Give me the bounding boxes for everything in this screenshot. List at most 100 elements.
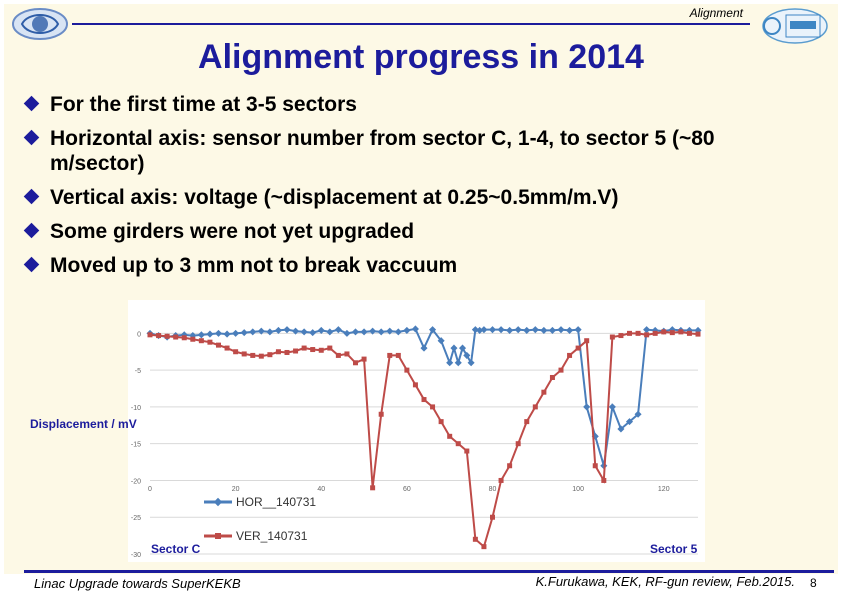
data-point-hor	[454, 359, 462, 367]
data-point-ver	[438, 419, 444, 425]
footer-right-text: K.Furukawa, KEK, RF-gun review, Feb.2015…	[535, 574, 795, 589]
bullet-item: Horizontal axis: sensor number from sect…	[23, 126, 804, 176]
data-point-ver	[310, 347, 316, 353]
kek-logo	[12, 8, 68, 40]
data-point-hor	[343, 329, 351, 337]
data-point-hor	[467, 359, 475, 367]
data-point-ver	[609, 334, 615, 340]
data-point-hor	[583, 403, 591, 411]
bullet-item: For the first time at 3-5 sectors	[23, 92, 804, 117]
data-point-hor	[283, 326, 291, 334]
data-point-ver	[549, 374, 555, 380]
data-point-ver	[224, 345, 230, 351]
data-point-hor	[351, 328, 360, 336]
x-tick-label: 80	[489, 486, 497, 493]
page-number: 8	[810, 576, 817, 590]
bullet-item: Some girders were not yet upgraded	[23, 219, 804, 244]
data-point-hor	[411, 325, 419, 333]
data-point-hor	[450, 344, 458, 352]
footer-rule	[24, 570, 834, 573]
y-tick-label: -25	[131, 515, 141, 522]
data-point-ver	[361, 356, 367, 362]
x-tick-label: 60	[403, 486, 411, 493]
data-point-ver	[575, 345, 581, 351]
data-point-hor	[531, 326, 539, 334]
data-point-ver	[233, 349, 239, 355]
data-point-ver	[618, 333, 624, 339]
data-point-ver	[601, 477, 607, 483]
y-tick-label: -10	[131, 405, 141, 412]
data-point-ver	[678, 329, 684, 335]
data-point-hor	[274, 326, 282, 334]
data-point-ver	[421, 397, 427, 403]
series-line-ver	[149, 330, 699, 549]
x-tick-label: 120	[658, 486, 670, 493]
data-point-hor	[326, 328, 334, 336]
data-point-ver	[635, 330, 641, 336]
data-point-ver	[250, 352, 256, 358]
data-point-hor	[643, 326, 651, 334]
x-tick-label: 100	[572, 486, 584, 493]
data-point-ver	[524, 419, 530, 425]
data-point-ver	[216, 342, 221, 348]
diamond-bullet-icon	[23, 222, 40, 239]
data-point-hor	[206, 330, 214, 338]
data-point-ver	[258, 353, 264, 359]
data-point-ver	[661, 329, 667, 335]
data-point-hor	[266, 328, 274, 336]
diamond-bullet-icon	[23, 188, 40, 205]
data-point-ver	[592, 463, 598, 469]
data-point-hor	[625, 418, 634, 426]
data-point-ver	[584, 338, 590, 344]
data-point-hor	[566, 326, 574, 334]
data-point-ver	[567, 352, 573, 358]
data-point-ver	[370, 485, 376, 491]
data-point-hor	[548, 326, 556, 334]
legend-marker	[215, 533, 221, 539]
data-point-hor	[446, 359, 454, 367]
data-point-hor	[214, 329, 223, 337]
diamond-bullet-icon	[23, 95, 40, 112]
data-point-ver	[404, 367, 410, 373]
data-point-ver	[181, 335, 187, 341]
data-point-ver	[156, 333, 162, 339]
data-point-hor	[574, 326, 582, 334]
x-tick-label: 40	[317, 486, 325, 493]
data-point-ver	[627, 330, 632, 336]
chart-area: 0 -5 -10 -15 -20 -25 -30 0 20 40 60 80 100 120 HOR__14…	[128, 300, 705, 562]
data-point-ver	[695, 331, 701, 337]
data-point-ver	[147, 332, 153, 338]
bullet-list: For the first time at 3-5 sectors Horizo…	[23, 92, 804, 287]
diamond-bullet-icon	[23, 129, 40, 146]
data-point-ver	[387, 352, 393, 358]
sector-5-annotation: Sector 5	[650, 542, 698, 556]
data-point-hor	[377, 328, 385, 336]
data-point-ver	[447, 433, 453, 439]
page-title: Alignment progress in 2014	[198, 38, 644, 76]
data-point-ver	[472, 536, 478, 542]
data-point-ver	[532, 404, 538, 410]
legend-marker	[213, 497, 223, 507]
data-point-hor	[608, 403, 616, 411]
data-point-ver	[327, 345, 333, 351]
data-point-hor	[476, 326, 484, 334]
data-point-hor	[334, 326, 342, 334]
data-point-hor	[223, 330, 231, 338]
data-point-ver	[507, 463, 513, 469]
data-point-ver	[284, 349, 290, 355]
data-point-ver	[353, 360, 358, 366]
data-point-ver	[378, 411, 384, 417]
data-point-hor	[634, 410, 642, 418]
footer-left-text: Linac Upgrade towards SuperKEKB	[34, 576, 241, 591]
data-point-hor	[514, 326, 522, 334]
data-point-hor	[557, 326, 565, 334]
data-point-ver	[267, 352, 273, 358]
data-point-hor	[197, 331, 205, 339]
header-rule	[72, 23, 750, 25]
data-point-hor	[317, 326, 325, 334]
data-point-hor	[360, 328, 368, 336]
x-tick-label: 0	[148, 486, 152, 493]
data-point-ver	[190, 336, 196, 342]
data-point-ver	[198, 338, 204, 344]
data-point-ver	[464, 448, 470, 454]
